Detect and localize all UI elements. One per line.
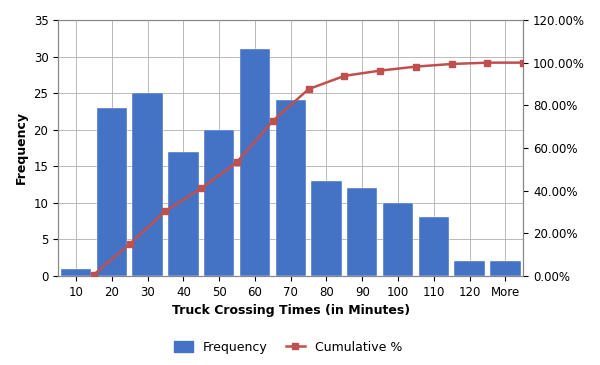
Bar [97,108,127,276]
Bar [383,203,413,276]
Bar [204,130,235,276]
Bar [275,100,306,276]
X-axis label: Truck Crossing Times (in Minutes): Truck Crossing Times (in Minutes) [172,304,410,317]
Legend: Frequency, Cumulative %: Frequency, Cumulative % [169,336,407,359]
Bar [311,181,342,276]
Bar [240,49,270,276]
Bar [61,269,91,276]
Bar [133,93,163,276]
Bar [454,261,485,276]
Y-axis label: Frequency: Frequency [15,111,28,184]
Bar [490,261,521,276]
Bar [347,188,377,276]
Bar [419,218,449,276]
Bar [168,151,199,276]
